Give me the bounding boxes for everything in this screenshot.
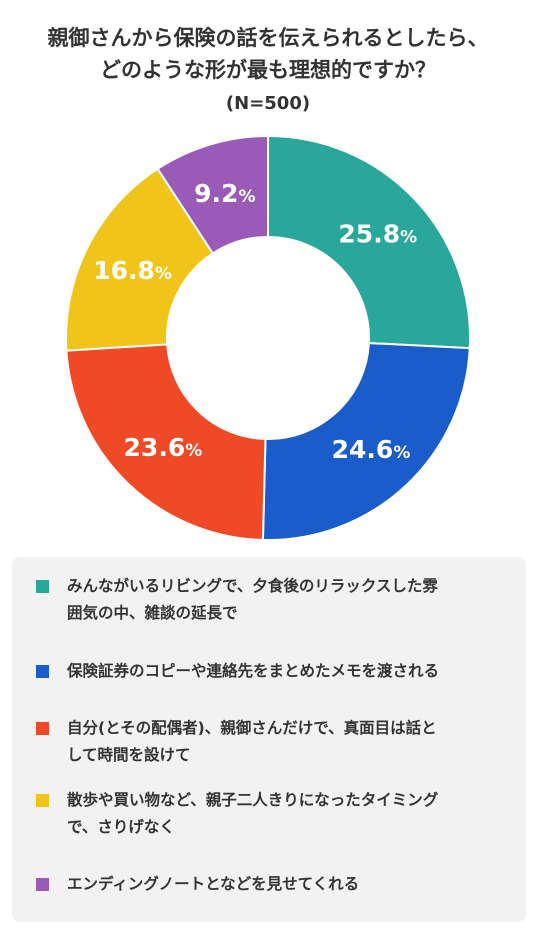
- donut-slice: [261, 342, 471, 541]
- slice-value-label: 23.6%: [124, 433, 203, 462]
- legend-swatch: [36, 580, 49, 593]
- legend-label: 保険証券のコピーや連絡先をまとめたメモを渡される: [67, 658, 507, 685]
- slice-value-label: 24.6%: [332, 435, 411, 464]
- sample-size-label: (N=500): [225, 93, 311, 114]
- legend-label-line: で、さりげなく: [67, 818, 175, 836]
- legend-label-line: エンディングノートとなどを見せてくれる: [67, 875, 360, 893]
- legend-label: 自分(とその配偶者)、親御さんだけで、真面目は話と して時間を設けて: [67, 715, 507, 769]
- legend-swatch: [36, 665, 49, 678]
- legend-label: みんながいるリビングで、夕食後のリラックスした雰 囲気の中、雑談の延長で: [67, 573, 507, 627]
- legend-label: エンディングノートとなどを見せてくれる: [67, 871, 507, 898]
- donut-slice: [65, 343, 267, 541]
- donut-slice: [65, 167, 215, 352]
- legend-label-line: みんながいるリビングで、夕食後のリラックスした雰: [67, 577, 438, 595]
- legend-swatch: [36, 794, 49, 807]
- chart-title-line: どのような形が最も理想的ですか？: [100, 58, 436, 82]
- donut-slice: [267, 134, 471, 350]
- chart-title: 親御さんから保険の話を伝えられるとしたら、 どのような形が最も理想的ですか？: [0, 22, 536, 86]
- legend-label-line: して時間を設けて: [67, 746, 191, 764]
- legend-label-line: 囲気の中、雑談の延長で: [67, 604, 238, 622]
- legend-label-line: 保険証券のコピーや連絡先をまとめたメモを渡される: [67, 662, 440, 680]
- legend-swatch: [36, 878, 49, 891]
- legend-label-line: 散歩や買い物など、親子二人きりになったタイミング: [67, 791, 439, 809]
- legend-label-line: 自分(とその配偶者)、親御さんだけで、真面目は話と: [67, 719, 437, 737]
- slice-value-label: 25.8%: [338, 220, 417, 249]
- legend: みんながいるリビングで、夕食後のリラックスした雰 囲気の中、雑談の延長で 保険証…: [12, 557, 526, 922]
- donut-slice: [156, 134, 269, 255]
- slice-value-label: 9.2%: [194, 179, 255, 208]
- slice-value-label: 16.8%: [93, 256, 172, 285]
- donut-chart: 25.8% 24.6% 23.6% 16.8% 9.2%: [65, 134, 471, 541]
- legend-label: 散歩や買い物など、親子二人きりになったタイミング で、さりげなく: [67, 787, 507, 841]
- chart-title-line: 親御さんから保険の話を伝えられるとしたら、: [47, 26, 489, 50]
- legend-swatch: [36, 722, 49, 735]
